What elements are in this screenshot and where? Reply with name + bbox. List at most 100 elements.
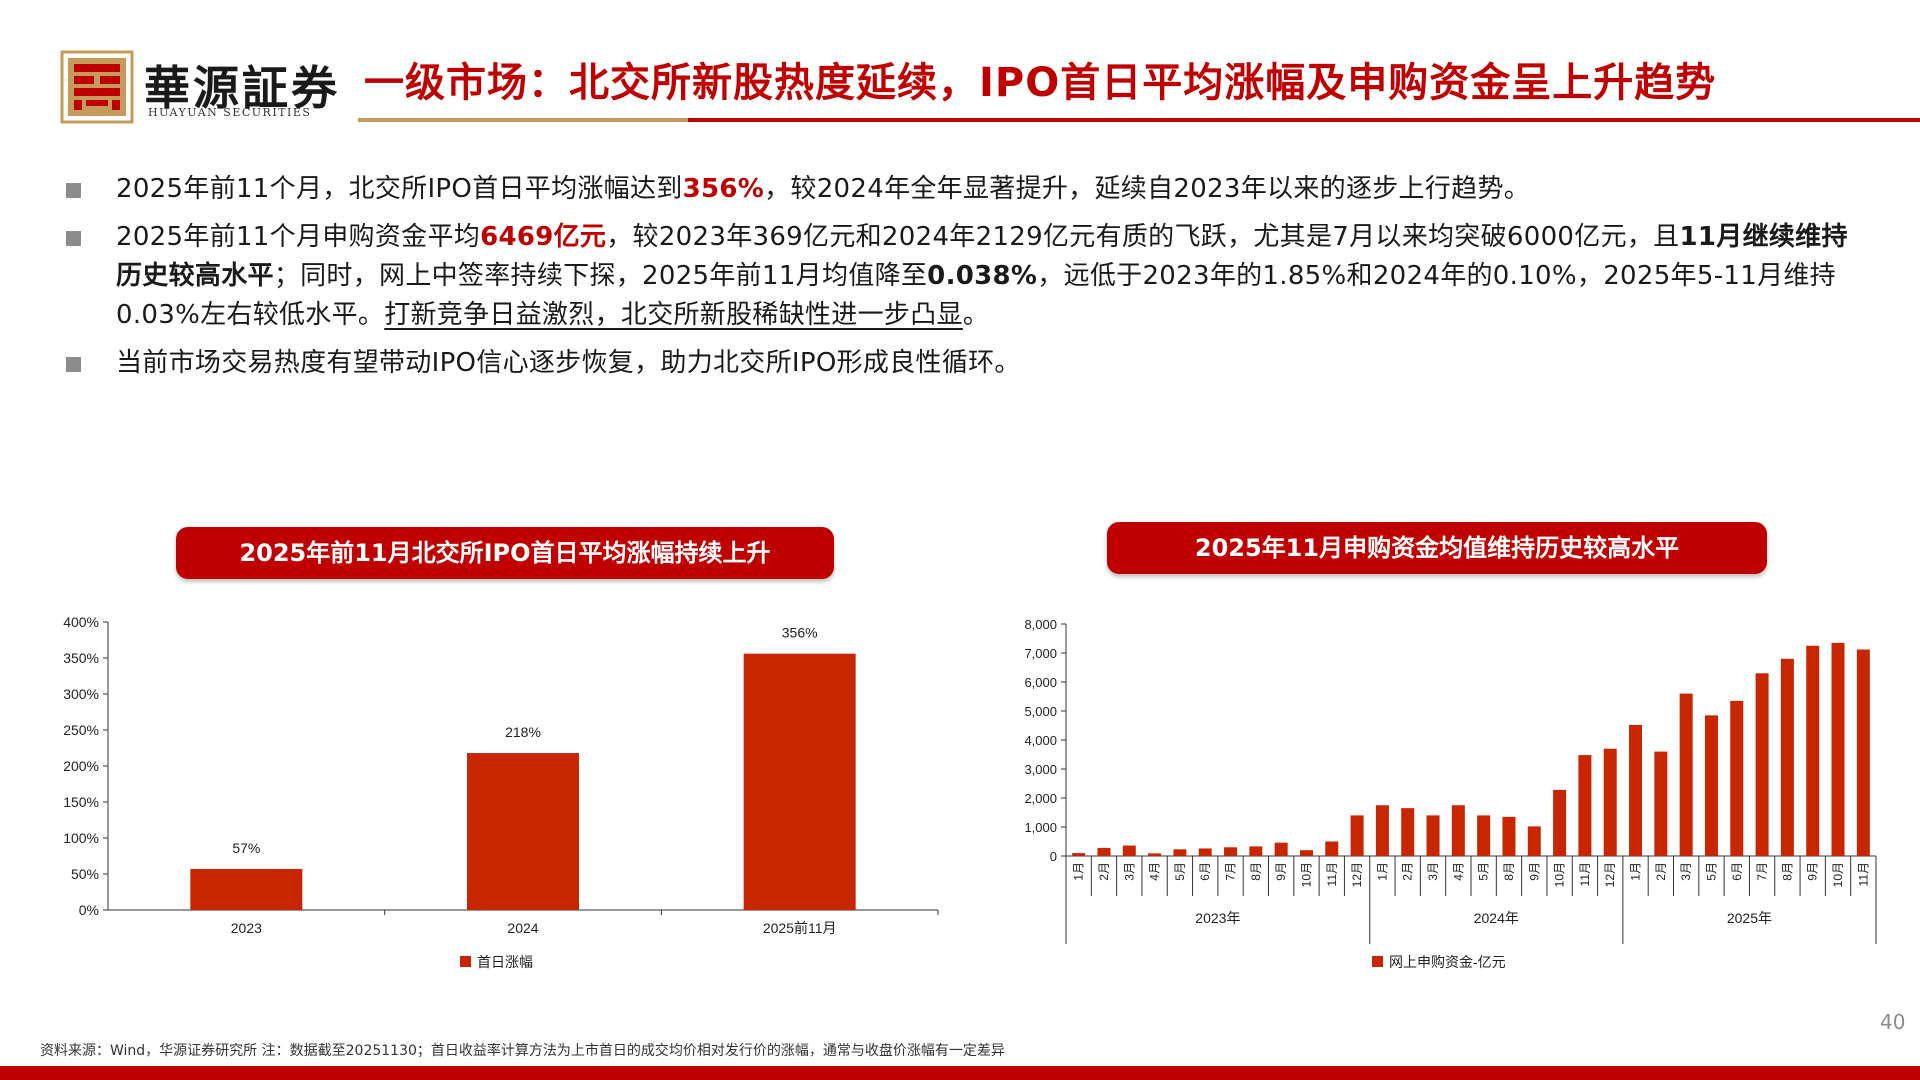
logo-chinese-name: 華源証券 xyxy=(144,61,340,115)
logo-english-name: HUAYUAN SECURITIES xyxy=(148,106,312,119)
x-tick-label: 3月 xyxy=(1122,862,1136,881)
bar xyxy=(1072,853,1086,856)
y-tick-label: 400% xyxy=(63,614,99,630)
bullet-text: 2025年前11个月，北交所IPO首日平均涨幅达到 xyxy=(116,174,683,204)
bullet-square-icon xyxy=(66,357,81,372)
y-tick-label: 250% xyxy=(63,722,99,738)
bullet-text: 。 xyxy=(962,300,990,330)
x-tick-label: 5月 xyxy=(1704,862,1718,881)
company-logo: 華源証券 HUAYUAN SECURITIES xyxy=(60,50,360,124)
bullet-text: 11月继续维持历史较高水平 xyxy=(116,222,1848,291)
bar xyxy=(1148,853,1162,856)
x-tick-label: 11月 xyxy=(1325,862,1339,886)
bar xyxy=(1274,842,1288,856)
y-tick-label: 7,000 xyxy=(1024,646,1057,661)
x-tick-label: 3月 xyxy=(1426,862,1440,881)
bar xyxy=(1426,815,1440,856)
bar xyxy=(1249,846,1263,856)
x-tick-label: 1月 xyxy=(1072,862,1086,881)
bar xyxy=(1553,789,1567,856)
title-rule-red xyxy=(688,118,1920,122)
x-tick-label: 8月 xyxy=(1780,862,1794,881)
bar xyxy=(1780,658,1794,856)
bar xyxy=(1629,724,1643,856)
bar xyxy=(1730,700,1744,856)
bar xyxy=(1122,845,1136,856)
slide-title: 一级市场：北交所新股热度延续，IPO首日平均涨幅及申购资金呈上升趋势 xyxy=(364,60,1717,106)
x-tick-label: 5月 xyxy=(1173,862,1187,881)
x-tick-label: 4月 xyxy=(1451,862,1465,881)
x-tick-label: 8月 xyxy=(1502,862,1516,881)
title-rule-gold xyxy=(358,118,688,122)
footer-source-note: 资料来源：Wind，华源证券研究所 注：数据截至20251130；首日收益率计算… xyxy=(40,1043,1005,1059)
x-tick-label: 2月 xyxy=(1401,862,1415,881)
bar xyxy=(1451,805,1465,856)
x-tick-label: 9月 xyxy=(1274,862,1288,881)
x-tick-label: 11月 xyxy=(1856,862,1870,886)
bullet-list: 2025年前11个月，北交所IPO首日平均涨幅达到356%，较2024年全年显著… xyxy=(62,170,1862,392)
x-tick-label: 6月 xyxy=(1198,862,1212,881)
right-chart-banner: 2025年11月申购资金均值维持历史较高水平 xyxy=(1107,522,1767,574)
x-tick-label: 12月 xyxy=(1350,862,1364,887)
legend-label: 网上申购资金-亿元 xyxy=(1389,954,1506,970)
left-chart-banner: 2025年前11月北交所IPO首日平均涨幅持续上升 xyxy=(176,527,834,579)
group-label: 2024年 xyxy=(1474,910,1519,926)
bullet-square-icon xyxy=(66,231,81,246)
bullet-text: ，远低于2023年的1.85%和2024年的0.10%，2025年5-11月维持… xyxy=(116,261,1836,330)
legend-swatch xyxy=(460,956,471,967)
x-tick-label: 9月 xyxy=(1806,862,1820,881)
bullet-text: ，较2023年369亿元和2024年2129亿元有质的飞跃，尤其是7月以来均突破… xyxy=(606,222,1680,252)
x-tick-label: 2月 xyxy=(1654,862,1668,881)
y-tick-label: 350% xyxy=(63,650,99,666)
x-tick-label: 11月 xyxy=(1578,862,1592,886)
page-number: 40 xyxy=(1880,1010,1906,1034)
group-label: 2025年 xyxy=(1727,910,1772,926)
y-tick-label: 150% xyxy=(63,794,99,810)
data-label: 218% xyxy=(505,724,541,740)
y-tick-label: 50% xyxy=(71,866,99,882)
bar xyxy=(1578,755,1592,856)
x-tick-label: 10月 xyxy=(1299,862,1313,887)
x-tick-label: 7月 xyxy=(1224,862,1238,881)
x-tick-label: 6月 xyxy=(1730,862,1744,881)
x-tick-label: 2023 xyxy=(231,920,262,936)
bar xyxy=(1401,808,1415,856)
y-tick-label: 300% xyxy=(63,686,99,702)
bar xyxy=(1198,848,1212,856)
x-tick-label: 7月 xyxy=(1755,862,1769,881)
bullet-text: 打新竞争日益激烈，北交所新股稀缺性进一步凸显 xyxy=(384,300,963,330)
x-tick-label: 2024 xyxy=(507,920,538,936)
bar xyxy=(1224,847,1238,856)
bar xyxy=(1755,673,1769,856)
bullet-text: ；同时，网上中签率持续下探，2025年前11月均值降至 xyxy=(273,261,928,291)
bar xyxy=(1603,748,1617,856)
bar xyxy=(1375,805,1389,856)
x-tick-label: 2025前11月 xyxy=(763,920,837,936)
group-label: 2023年 xyxy=(1195,910,1240,926)
bar xyxy=(1831,642,1845,856)
y-tick-label: 5,000 xyxy=(1024,704,1057,719)
bar xyxy=(1704,715,1718,856)
legend-label: 首日涨幅 xyxy=(477,954,533,970)
bullet-item: 当前市场交易热度有望带动IPO信心逐步恢复，助力北交所IPO形成良性循环。 xyxy=(62,344,1862,383)
bullet-text: 0.038% xyxy=(927,261,1038,291)
y-tick-label: 0 xyxy=(1050,849,1057,864)
x-tick-label: 9月 xyxy=(1527,862,1541,881)
bar xyxy=(1097,847,1111,856)
y-tick-label: 1,000 xyxy=(1024,820,1057,835)
y-tick-label: 3,000 xyxy=(1024,762,1057,777)
bar xyxy=(1477,815,1491,856)
y-tick-label: 4,000 xyxy=(1024,733,1057,748)
data-label: 356% xyxy=(782,625,818,641)
x-tick-label: 4月 xyxy=(1148,862,1162,881)
bar xyxy=(743,653,856,910)
y-tick-label: 2,000 xyxy=(1024,791,1057,806)
x-tick-label: 5月 xyxy=(1477,862,1491,881)
subscription-funds-chart: 0 1,000 2,000 3,000 4,000 5,000 6,000 7,000 8,00… xyxy=(1024,617,1877,970)
y-tick-label: 6,000 xyxy=(1024,675,1057,690)
bar xyxy=(1806,645,1820,856)
x-tick-label: 1月 xyxy=(1375,862,1389,881)
bullet-item: 2025年前11个月申购资金平均6469亿元，较2023年369亿元和2024年… xyxy=(62,218,1862,335)
y-tick-label: 0% xyxy=(79,902,99,918)
bullet-text: 2025年前11个月申购资金平均 xyxy=(116,222,481,252)
